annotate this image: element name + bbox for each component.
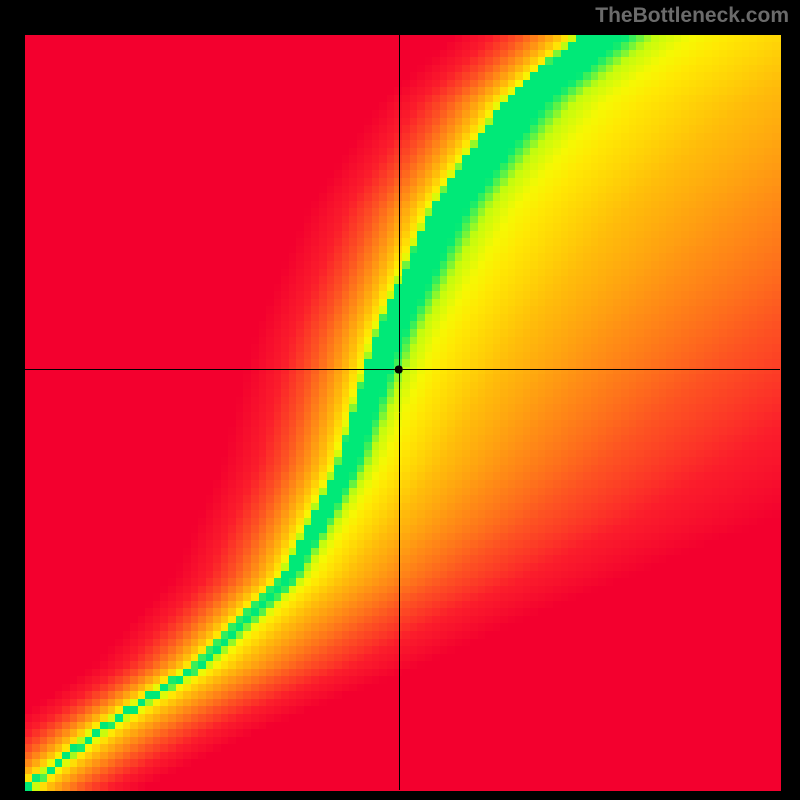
chart-container: TheBottleneck.com <box>0 0 800 800</box>
attribution-text: TheBottleneck.com <box>595 4 789 28</box>
bottleneck-heatmap <box>0 0 800 800</box>
